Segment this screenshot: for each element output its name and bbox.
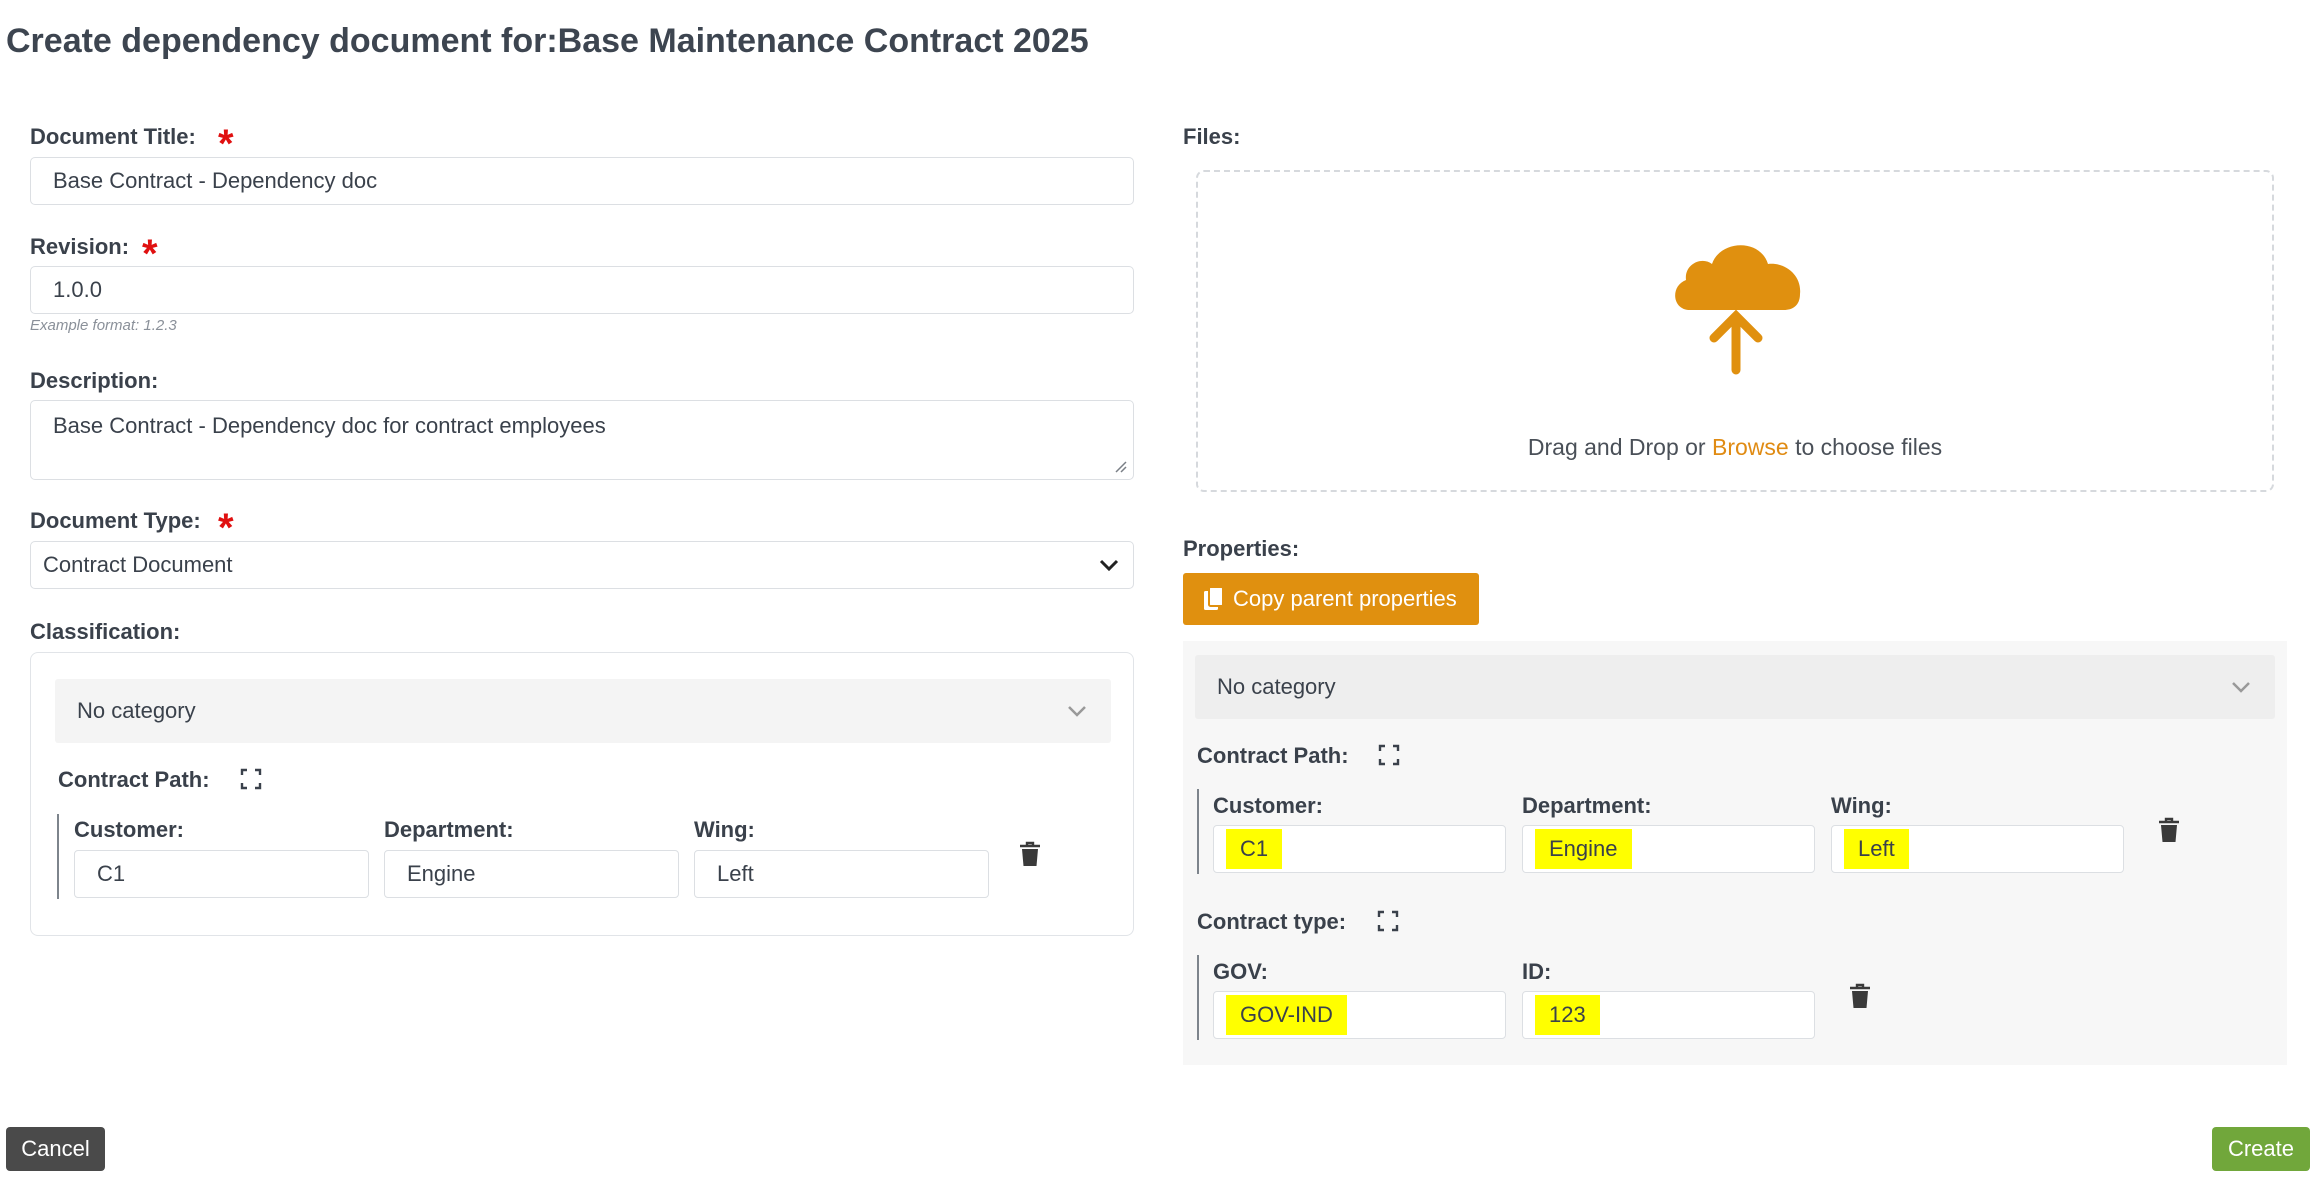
document-type-label: Document Type: bbox=[30, 508, 201, 533]
department-input[interactable]: Engine bbox=[384, 850, 679, 898]
trash-icon[interactable] bbox=[1019, 841, 1041, 867]
description-label: Description: bbox=[30, 368, 159, 393]
copy-parent-properties-label: Copy parent properties bbox=[1233, 586, 1457, 611]
copy-parent-properties-button[interactable]: Copy parent properties bbox=[1183, 573, 1479, 625]
gov-label: GOV: bbox=[1213, 959, 1269, 984]
highlighted-value: 123 bbox=[1535, 995, 1600, 1035]
resize-grip-icon[interactable] bbox=[1113, 459, 1127, 473]
category-value: No category bbox=[1217, 674, 1336, 699]
contract-path-label: Contract Path: bbox=[58, 767, 210, 792]
document-title-input[interactable]: Base Contract - Dependency doc bbox=[30, 157, 1134, 205]
highlighted-value: Left bbox=[1844, 829, 1909, 869]
contract-type-label: Contract type: bbox=[1197, 909, 1347, 934]
gov-input[interactable]: GOV-IND bbox=[1213, 991, 1506, 1039]
properties-label: Properties: bbox=[1183, 536, 1300, 561]
document-title-label: Document Title: bbox=[30, 124, 196, 149]
chevron-down-icon bbox=[1099, 559, 1119, 572]
files-label: Files: bbox=[1183, 124, 1241, 149]
id-label: ID: bbox=[1522, 959, 1552, 984]
revision-input[interactable]: 1.0.0 bbox=[30, 266, 1134, 314]
group-divider bbox=[1197, 789, 1199, 874]
copy-icon bbox=[1204, 586, 1224, 610]
required-mark: * bbox=[218, 506, 234, 550]
id-input[interactable]: 123 bbox=[1522, 991, 1815, 1039]
wing-input[interactable]: Left bbox=[694, 850, 989, 898]
department-label: Department: bbox=[1522, 793, 1652, 818]
expand-icon[interactable] bbox=[1377, 910, 1399, 932]
highlighted-value: Engine bbox=[1535, 829, 1632, 869]
classification-category-select[interactable]: No category bbox=[55, 679, 1111, 743]
chevron-down-icon bbox=[1068, 706, 1086, 717]
file-dropzone[interactable]: Drag and Drop or Browse to choose files bbox=[1196, 170, 2274, 492]
properties-category-select[interactable]: No category bbox=[1195, 655, 2275, 719]
group-divider bbox=[1197, 955, 1199, 1040]
contract-path-label: Contract Path: bbox=[1197, 743, 1349, 768]
chevron-down-icon bbox=[2232, 682, 2250, 693]
expand-icon[interactable] bbox=[240, 768, 262, 790]
customer-label: Customer: bbox=[74, 817, 185, 842]
browse-link[interactable]: Browse bbox=[1711, 434, 1789, 460]
group-divider bbox=[57, 814, 59, 899]
customer-label: Customer: bbox=[1213, 793, 1324, 818]
department-input[interactable]: Engine bbox=[1522, 825, 1815, 873]
document-type-select[interactable]: Contract Document bbox=[30, 541, 1134, 589]
trash-icon[interactable] bbox=[2158, 817, 2180, 843]
description-textarea[interactable]: Base Contract - Dependency doc for contr… bbox=[30, 400, 1134, 480]
customer-input[interactable]: C1 bbox=[74, 850, 369, 898]
highlighted-value: C1 bbox=[1226, 829, 1283, 869]
wing-label: Wing: bbox=[1831, 793, 1892, 818]
wing-input[interactable]: Left bbox=[1831, 825, 2124, 873]
required-mark: * bbox=[142, 232, 158, 276]
create-button[interactable]: Create bbox=[2212, 1127, 2310, 1171]
required-mark: * bbox=[218, 122, 234, 166]
department-label: Department: bbox=[384, 817, 514, 842]
description-text: Base Contract - Dependency doc for contr… bbox=[53, 413, 606, 438]
revision-label: Revision: bbox=[30, 234, 130, 259]
dropzone-text: Drag and Drop or Browse to choose files bbox=[1198, 434, 2272, 461]
trash-icon[interactable] bbox=[1849, 983, 1871, 1009]
properties-panel: No category Contract Path: Customer: Dep… bbox=[1183, 641, 2287, 1065]
dropzone-text-after: to choose files bbox=[1788, 434, 1943, 460]
cancel-button[interactable]: Cancel bbox=[6, 1127, 105, 1171]
document-type-value: Contract Document bbox=[43, 552, 233, 577]
expand-icon[interactable] bbox=[1378, 744, 1400, 766]
classification-label: Classification: bbox=[30, 619, 181, 644]
classification-panel: No category Contract Path: Customer: Dep… bbox=[30, 652, 1134, 936]
wing-label: Wing: bbox=[694, 817, 755, 842]
page-title: Create dependency document for:Base Main… bbox=[6, 22, 1089, 60]
highlighted-value: GOV-IND bbox=[1226, 995, 1347, 1035]
cloud-upload-icon bbox=[1675, 245, 1801, 375]
category-value: No category bbox=[77, 698, 196, 723]
customer-input[interactable]: C1 bbox=[1213, 825, 1506, 873]
revision-hint: Example format: 1.2.3 bbox=[30, 317, 177, 334]
dropzone-text-before: Drag and Drop or bbox=[1527, 434, 1712, 460]
